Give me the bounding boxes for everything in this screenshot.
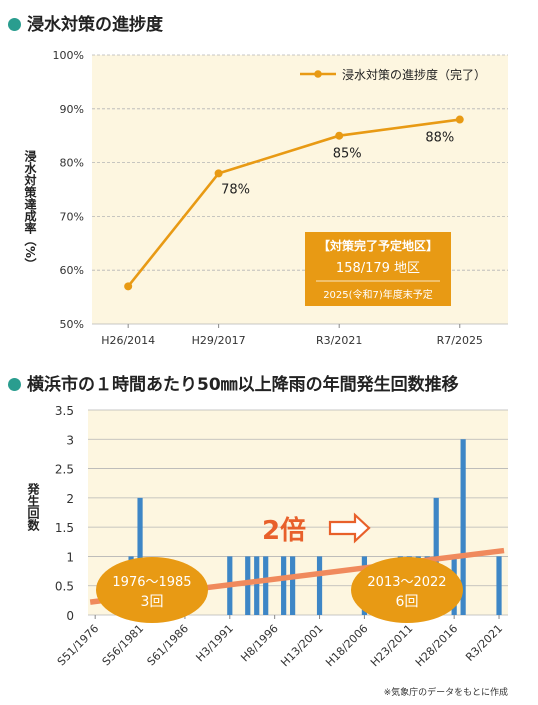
period-callout — [351, 557, 463, 623]
x-tick-label: H8/1996 — [238, 622, 280, 664]
y-tick-label: 3.5 — [55, 404, 74, 418]
x-tick-label: H26/2014 — [101, 334, 155, 347]
bullet-dot-icon — [8, 378, 21, 391]
x-tick-label: R3/2021 — [463, 622, 505, 664]
data-label: 78% — [221, 182, 250, 197]
x-tick-label: H13/2001 — [278, 622, 325, 669]
progress-line-chart: 50% 60% 70% 80% 90% 100% H26/2014 H29/2017 R3/20… — [23, 49, 508, 347]
x-tick-label: R7/2025 — [437, 334, 483, 347]
x-tick-label: S51/1976 — [55, 622, 101, 668]
callout-title: 【対策完了予定地区】 — [318, 238, 438, 253]
y-tick-label: 1.5 — [55, 521, 74, 535]
y-axis-label: 浸水対策達成率（%） — [23, 149, 37, 270]
y-tick-label: 70% — [60, 210, 84, 223]
rain-bar — [137, 497, 143, 615]
period-label: 1976～1985 — [112, 575, 191, 590]
data-point — [335, 131, 344, 140]
y-tick-label: 0 — [66, 609, 74, 623]
y-tick-label: 0.5 — [55, 580, 74, 594]
x-tick-label: H18/2006 — [323, 622, 370, 669]
rain-bar — [316, 556, 323, 615]
legend-marker — [314, 70, 322, 78]
rain-bar — [263, 556, 269, 615]
y-tick-label: 90% — [60, 103, 84, 116]
x-tick-label: H28/2016 — [413, 622, 460, 669]
chart1-title-text: 浸水対策の進捗度 — [27, 15, 163, 35]
period-label: 2013～2022 — [367, 575, 446, 590]
y-tick-label: 1 — [66, 550, 74, 564]
x-tick-label: R3/2021 — [316, 334, 362, 347]
rain-bar — [254, 556, 260, 615]
y-tick-label: 100% — [53, 49, 84, 62]
series-line — [127, 118, 460, 288]
y-tick-label: 2.5 — [55, 463, 74, 477]
y-tick-label: 2 — [66, 492, 74, 506]
period-count: 6回 — [396, 594, 419, 610]
period-callout — [96, 557, 208, 623]
data-point — [214, 169, 223, 178]
data-point — [455, 115, 464, 124]
right-arrow-icon — [328, 512, 371, 544]
y-tick-label: 60% — [60, 264, 84, 277]
data-label: 85% — [333, 147, 362, 162]
chart1-title: 浸水対策の進捗度 — [8, 10, 163, 35]
rain-bar — [496, 556, 502, 615]
x-tick-label: H29/2017 — [192, 334, 246, 347]
rain-bar — [245, 556, 251, 615]
data-point — [124, 282, 133, 291]
rain-bar — [281, 556, 287, 615]
y-tick-label: 80% — [60, 157, 84, 170]
chart2-title-text: 横浜市の１時間あたり50㎜以上降雨の年間発生回数推移 — [27, 375, 459, 395]
x-tick-label: S61/1986 — [145, 622, 191, 668]
callout-note: 2025(令和7)年度末予定 — [323, 288, 433, 301]
x-tick-label: S56/1981 — [100, 622, 146, 668]
data-label: 88% — [425, 131, 454, 146]
rain-bar — [290, 556, 296, 615]
callout-box — [305, 232, 451, 306]
x-tick-label: H23/2011 — [368, 622, 415, 669]
chart2-title: 横浜市の１時間あたり50㎜以上降雨の年間発生回数推移 — [8, 370, 459, 395]
multiplier-label: 2倍 — [262, 515, 306, 546]
rain-bar — [460, 439, 466, 615]
legend-label: 浸水対策の進捗度（完了） — [342, 67, 486, 82]
y-axis-label: 発生回数 — [26, 482, 40, 532]
bullet-dot-icon — [8, 18, 21, 31]
period-count: 3回 — [141, 594, 164, 610]
y-tick-label: 3 — [66, 433, 74, 447]
callout-count: 158/179 地区 — [336, 261, 420, 276]
source-note: ※気象庁のデータをもとに作成 — [383, 688, 508, 698]
y-tick-label: 50% — [60, 318, 84, 331]
rainfall-bar-chart: 0 0.5 1 1.5 2 2.5 3 3.5 S51/1976S56/1981S61/1986… — [26, 404, 508, 669]
x-tick-label: H3/1991 — [194, 622, 236, 664]
